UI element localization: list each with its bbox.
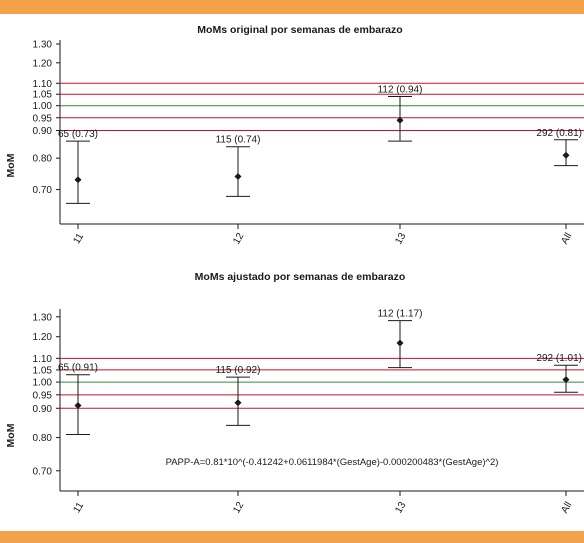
data-label: 112 (0.94) — [378, 84, 423, 95]
y-tick-label: 0.90 — [33, 404, 53, 415]
chart-2: MoMs ajustado por semanas de embarazo MoM… — [5, 271, 584, 515]
y-tick-label: 0.95 — [33, 390, 53, 401]
y-tick-label: 0.80 — [33, 433, 53, 444]
mean-marker — [74, 176, 82, 184]
x-tick-label: 11 — [71, 500, 86, 515]
mean-marker — [562, 376, 570, 384]
y-tick-label: 1.30 — [33, 312, 53, 323]
y-tick-label: 1.05 — [33, 365, 53, 376]
mean-marker — [234, 173, 242, 181]
bottom-orange-band — [0, 531, 584, 543]
y-tick-label: 1.10 — [33, 354, 53, 365]
x-tick-label: 12 — [231, 231, 246, 247]
x-tick-label: All — [559, 500, 574, 515]
formula-annotation: PAPP-A=0.81*10^(-0.41242+0.0611984*(Gest… — [166, 457, 499, 468]
y-tick-label: 1.20 — [33, 332, 53, 343]
y-tick-label: 0.90 — [33, 126, 53, 137]
x-tick-label: 11 — [71, 231, 86, 246]
y-tick-label: 1.10 — [33, 79, 53, 90]
data-label: 292 (0.81) — [536, 128, 582, 139]
top-orange-band — [0, 0, 584, 14]
mean-marker — [562, 151, 570, 159]
y-axis-label: MoM — [5, 423, 17, 447]
x-tick-label: 13 — [393, 231, 408, 247]
data-label: 115 (0.92) — [216, 365, 261, 376]
mean-marker — [74, 402, 82, 410]
x-tick-label: All — [559, 231, 574, 246]
data-label: 65 (0.73) — [58, 129, 98, 140]
y-tick-label: 1.00 — [33, 378, 53, 389]
y-tick-label: 1.00 — [33, 101, 53, 112]
chart-title: MoMs ajustado por semanas de embarazo — [195, 271, 406, 283]
data-label: 115 (0.74) — [216, 135, 261, 146]
y-tick-label: 0.80 — [33, 154, 53, 165]
y-tick-label: 0.70 — [33, 185, 53, 196]
mean-marker — [396, 339, 404, 347]
x-tick-label: 12 — [231, 500, 246, 516]
chart-title: MoMs original por semanas de embarazo — [197, 24, 402, 36]
y-axis-label: MoM — [5, 153, 17, 177]
y-tick-label: 0.70 — [33, 466, 53, 477]
x-tick-label: 13 — [393, 500, 408, 516]
data-label: 112 (1.17) — [378, 309, 423, 320]
y-tick-label: 1.30 — [33, 40, 53, 51]
y-tick-label: 0.95 — [33, 113, 53, 124]
y-tick-label: 1.05 — [33, 90, 53, 101]
data-label: 65 (0.91) — [58, 363, 98, 374]
y-tick-label: 1.20 — [33, 58, 53, 69]
mean-marker — [234, 399, 242, 407]
chart-1: MoMs original por semanas de embarazo MoM… — [5, 24, 584, 246]
data-label: 292 (1.01) — [536, 353, 582, 364]
mean-marker — [396, 116, 404, 124]
